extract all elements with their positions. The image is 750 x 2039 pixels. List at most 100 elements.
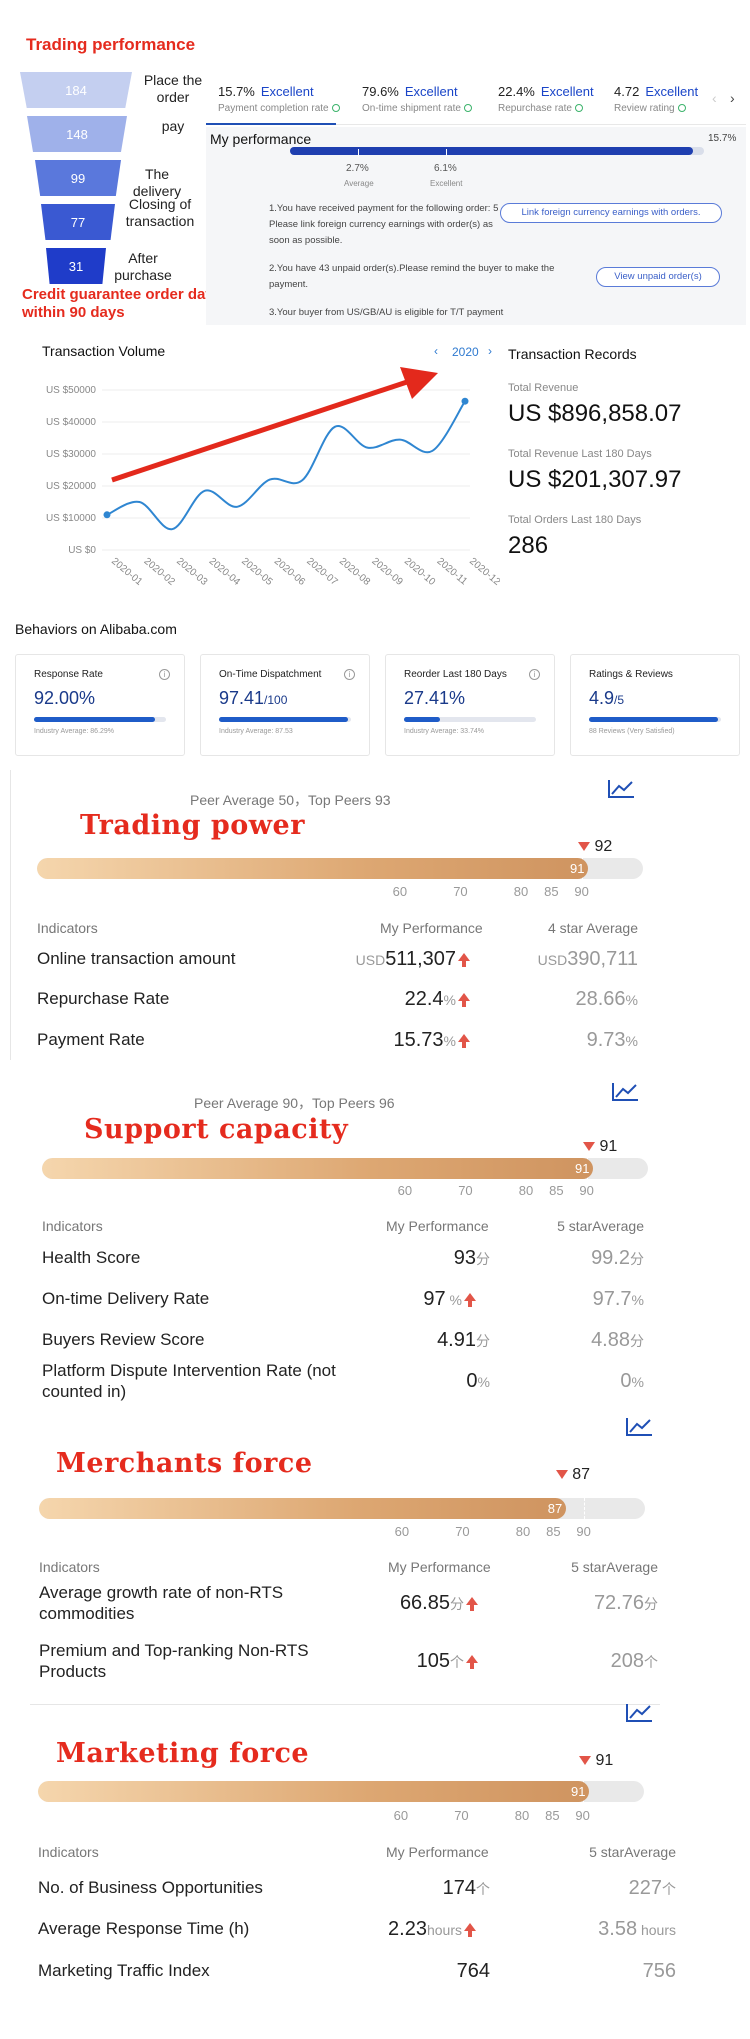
funnel-label-1: Place the order	[143, 72, 203, 105]
score-value: 87	[572, 1466, 591, 1483]
scale-tick-label: 60	[393, 1808, 409, 1823]
average-header: 5 starAverage	[589, 1844, 676, 1860]
metric-label: On-time shipment rate	[362, 103, 472, 114]
record-label: Total Orders Last 180 Days	[508, 514, 642, 526]
trend-chart-icon[interactable]	[626, 1418, 652, 1436]
card-unit: /100	[264, 693, 288, 707]
indicator-value: 4.91分	[276, 1329, 490, 1352]
card-progress-fill	[219, 717, 348, 722]
tt-payment-note: 3.Your buyer from US/GB/AU is eligible f…	[269, 307, 504, 318]
info-icon[interactable]: i	[159, 669, 170, 680]
avg-number: 97.7	[592, 1288, 632, 1310]
indicator-average: 227个	[476, 1877, 676, 1900]
indicator-average: 97.7%	[444, 1288, 644, 1311]
indicator-average: 0%	[444, 1370, 644, 1393]
avg-number: 99.2	[591, 1247, 630, 1269]
my-performance-panel: My performance 15.7% 2.7% Average 6.1% E…	[206, 127, 746, 325]
metric-4[interactable]: 4.72 Excellent Review rating	[614, 84, 698, 114]
scale-tick-label: 80	[513, 884, 529, 899]
score-bar: 91	[37, 858, 643, 879]
metric-1[interactable]: 15.7% Excellent Payment completion rate	[218, 84, 340, 114]
card-progress-fill	[404, 717, 441, 722]
section-title: Marketing force	[56, 1738, 310, 1769]
view-unpaid-orders-button[interactable]: View unpaid order(s)	[596, 267, 720, 287]
record-label: Total Revenue	[508, 382, 579, 394]
indicator-label: Buyers Review Score	[42, 1330, 205, 1349]
my-performance-header: My Performance	[386, 1218, 489, 1234]
card-value: 27.41%	[404, 688, 466, 708]
link-foreign-currency-button[interactable]: Link foreign currency earnings with orde…	[500, 203, 722, 223]
up-arrow-icon	[466, 1596, 478, 1611]
y-tick-label: US $0	[68, 545, 96, 556]
up-arrow-icon	[458, 1033, 470, 1048]
avg-number: 72.76	[593, 1592, 644, 1614]
indicator-label: On-time Delivery Rate	[42, 1289, 210, 1308]
next-arrow-icon[interactable]: ›	[730, 90, 735, 106]
scale-tick-label: 80	[515, 1524, 531, 1539]
metric-2[interactable]: 79.6% Excellent On-time shipment rate	[362, 84, 472, 114]
metrics-tab-indicator	[206, 123, 336, 125]
year-prev-icon[interactable]: ‹	[434, 344, 438, 358]
card-unit: /5	[614, 693, 625, 707]
y-tick-label: US $40000	[46, 417, 96, 428]
avg-unit: 个	[662, 1881, 676, 1897]
indicator-value: 105个	[278, 1650, 478, 1673]
score-bar: 91	[38, 1781, 644, 1802]
year-selector[interactable]: 2020	[452, 345, 479, 359]
value-number: 15.73	[393, 1029, 444, 1051]
section-score: 91	[583, 1138, 617, 1156]
average-label: Average	[344, 179, 374, 188]
behavior-card-1[interactable]: Response Rate i 92.00% Industry Average: 86…	[15, 654, 185, 756]
avg-number: 3.58	[598, 1918, 638, 1940]
my-performance-bar-value: 15.7%	[708, 133, 737, 144]
indicator-average: USD390,711	[438, 948, 638, 971]
x-tick-label: 2020-04	[207, 556, 243, 588]
info-icon[interactable]: i	[344, 669, 355, 680]
behavior-card-2[interactable]: On-Time Dispatchment i 97.41/100 Industry A…	[200, 654, 370, 756]
trend-chart-icon[interactable]	[612, 1083, 638, 1101]
avg-unit: %	[625, 992, 638, 1008]
prev-arrow-icon[interactable]: ‹	[712, 90, 717, 106]
data-point[interactable]	[103, 511, 111, 519]
indicator-value: 174个	[276, 1877, 490, 1900]
year-next-icon[interactable]: ›	[488, 344, 492, 358]
avg-number: 9.73	[586, 1029, 626, 1051]
card-title: Reorder Last 180 Days	[404, 669, 507, 680]
avg-number: 390,711	[567, 948, 638, 970]
trend-chart-icon[interactable]	[626, 1704, 652, 1722]
indicator-value: 22.4%	[270, 988, 470, 1011]
avg-number: 28.66	[575, 988, 626, 1010]
card-value: 4.9	[589, 688, 615, 708]
record-value: US $896,858.07	[508, 400, 682, 427]
card-progress-fill	[34, 717, 156, 722]
value-prefix: USD	[355, 952, 386, 968]
card-footer: 88 Reviews (Very Satisfied)	[589, 728, 675, 735]
payment-note: 1.You have received payment for the foll…	[269, 203, 499, 246]
score-value: 92	[594, 838, 613, 855]
my-performance-bar	[290, 147, 704, 155]
funnel-step-2: 148	[27, 116, 127, 152]
up-arrow-icon	[458, 992, 470, 1007]
funnel-label-2: pay	[161, 118, 185, 134]
behavior-card-4[interactable]: Ratings & Reviews 4.9/5 88 Reviews (Very S…	[570, 654, 740, 756]
card-value: 97.41	[219, 688, 265, 708]
avg-prefix: USD	[537, 952, 568, 968]
behavior-card-3[interactable]: Reorder Last 180 Days i 27.41% Industry Ave…	[385, 654, 555, 756]
value-unit: %	[445, 1292, 462, 1308]
scale-tick-label: 60	[394, 1524, 410, 1539]
info-check-icon	[463, 104, 472, 113]
metric-rating: Excellent	[645, 84, 699, 99]
trend-chart-icon[interactable]	[608, 780, 634, 798]
card-progress-bar	[589, 717, 721, 722]
metric-label: Repurchase rate	[498, 103, 594, 114]
x-tick-label: 2020-01	[109, 556, 145, 588]
data-point[interactable]	[461, 397, 469, 405]
score-bar: 91	[42, 1158, 648, 1179]
scale-tick-label: 70	[454, 1808, 469, 1823]
peer-average: Peer Average 90，Top Peers 96	[194, 1095, 395, 1111]
info-icon[interactable]: i	[529, 669, 540, 680]
metric-3[interactable]: 22.4% Excellent Repurchase rate	[498, 84, 594, 114]
indicator-value: 0%	[276, 1370, 490, 1393]
value-unit: 个	[476, 1881, 490, 1897]
metric-rating: Excellent	[404, 84, 458, 99]
